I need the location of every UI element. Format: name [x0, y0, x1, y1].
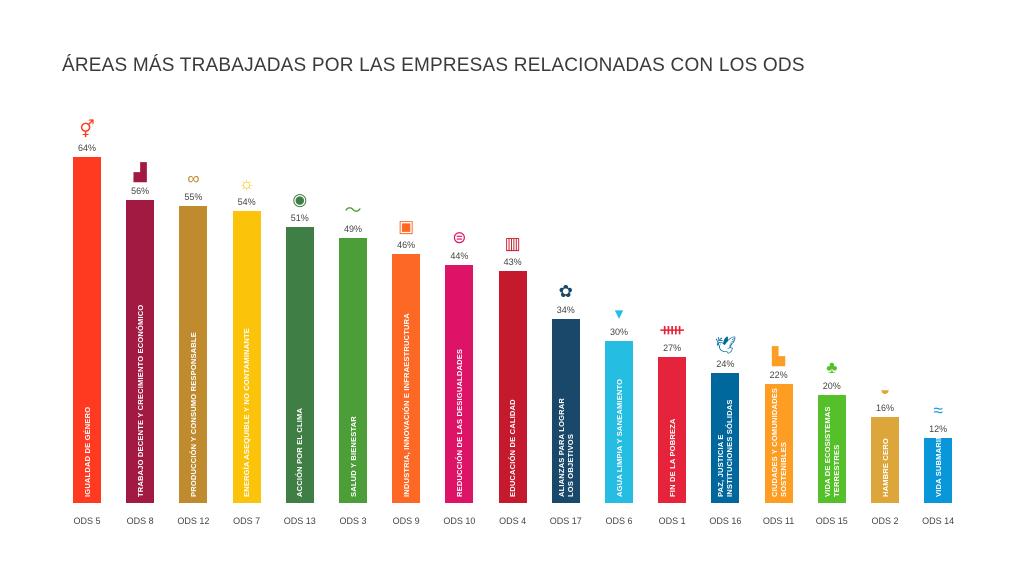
value-label: 64%: [77, 143, 96, 153]
category-label: ODS 1: [658, 516, 686, 526]
eye-globe-icon: ◉: [292, 190, 308, 210]
value-label: 27%: [663, 343, 682, 354]
category-label: ODS 12: [177, 516, 210, 526]
value-label: 49%: [343, 224, 362, 235]
category-label: ODS 13: [283, 516, 316, 526]
bar: ACCIÓN POR EL CLIMA: [285, 227, 314, 503]
bar: IGUALDAD DE GÉNERO: [73, 157, 101, 503]
bar: INDUSTRIA, INNOVACIÓN E INFRAESTRUCTURA: [392, 254, 421, 503]
tree-icon: ♣: [826, 357, 838, 377]
sun-icon: ☼: [238, 174, 255, 194]
value-label: 30%: [609, 326, 628, 337]
bar-label: REDUCCIÓN DE LAS DESIGUALDADES: [454, 348, 464, 497]
value-label: 16%: [875, 402, 894, 413]
growth-chart-icon: ▟: [133, 163, 147, 183]
value-label: 54%: [237, 197, 256, 208]
category-label: ODS 7: [233, 516, 261, 526]
flower-rings-icon: ✿: [558, 282, 573, 302]
water-drop-icon: ▾: [614, 303, 624, 323]
category-label: ODS 17: [549, 516, 582, 526]
bar-label: EDUCACIÓN DE CALIDAD: [508, 399, 518, 497]
value-label: 44%: [450, 251, 469, 262]
chart-title: ÁREAS MÁS TRABAJADAS POR LAS EMPRESAS RE…: [62, 55, 805, 76]
bar-label: FIN DE LA POBREZA: [667, 418, 677, 497]
category-label: ODS 10: [443, 516, 476, 526]
bar: VIDA DE ECOSISTEMAS TERRESTRES: [817, 394, 846, 503]
value-label: 55%: [184, 191, 203, 202]
bar-label: ALIANZAS PARA LOGRAR LOS OBJETIVOS: [556, 398, 575, 497]
bar: EDUCACIÓN DE CALIDAD: [498, 270, 527, 503]
value-label: 51%: [290, 213, 309, 224]
category-label: ODS 16: [709, 516, 742, 526]
bar: CIUDADES Y COMUNIDADES SOSTENIBLES: [764, 384, 793, 503]
bar-label: PAZ, JUSTICIA E INSTITUCIONES SÓLIDAS: [716, 399, 735, 497]
category-label: ODS 9: [392, 516, 420, 526]
bar-label: SALUD Y BIENESTAR: [348, 416, 358, 497]
bar: SALUD Y BIENESTAR: [339, 238, 367, 503]
category-label: ODS 2: [871, 516, 899, 526]
bar-label: ENERGÍA ASEQUIBLE Y NO CONTAMINANTE: [242, 328, 252, 497]
value-label: 46%: [397, 240, 416, 251]
city-icon: ▙: [772, 347, 786, 367]
bar: ENERGÍA ASEQUIBLE Y NO CONTAMINANTE: [232, 211, 261, 503]
bar: ALIANZAS PARA LOGRAR LOS OBJETIVOS: [551, 319, 580, 503]
category-label: ODS 5: [73, 516, 101, 526]
gender-equality-icon: ⚥: [79, 120, 95, 139]
bar-label: ACCIÓN POR EL CLIMA: [295, 407, 305, 497]
bar: PRODUCCIÓN Y CONSUMO RESPONSABLE: [179, 205, 208, 503]
bowl-icon: ◒: [879, 379, 891, 399]
cubes-icon: ▣: [398, 217, 415, 237]
bar-label: VIDA DE ECOSISTEMAS TERRESTRES: [822, 406, 841, 497]
bar: HAMBRE CERO: [871, 416, 899, 503]
bar-label: TRABAJO DECENTE Y CRECIMIENTO ECONÓMICO: [135, 304, 145, 497]
bar-label: PRODUCCIÓN Y CONSUMO RESPONSABLE: [188, 332, 198, 497]
value-label: 24%: [716, 359, 735, 370]
value-label: 56%: [131, 186, 150, 197]
bar: PAZ, JUSTICIA E INSTITUCIONES SÓLIDAS: [711, 373, 740, 503]
heartbeat-icon: 〜: [344, 201, 362, 221]
category-label: ODS 14: [922, 516, 955, 526]
dove-gavel-icon: 🕊: [714, 336, 737, 356]
bar-label: INDUSTRIA, INNOVACIÓN E INFRAESTRUCTURA: [401, 313, 411, 497]
fish-icon: ≈: [933, 401, 943, 421]
value-label: 43%: [503, 256, 522, 267]
value-label: 20%: [822, 380, 841, 391]
category-label: ODS 4: [499, 516, 527, 526]
bar: AGUA LIMPIA Y SANEAMIENTO: [605, 340, 633, 503]
category-label: ODS 11: [762, 516, 795, 526]
category-label: ODS 15: [815, 516, 848, 526]
bar: REDUCCIÓN DE LAS DESIGUALDADES: [445, 265, 474, 503]
bar-label: IGUALDAD DE GÉNERO: [82, 406, 92, 497]
bar: TRABAJO DECENTE Y CRECIMIENTO ECONÓMICO: [126, 200, 155, 503]
value-label: 34%: [556, 305, 575, 316]
bar-label: VIDA SUBMARINA: [933, 428, 943, 497]
category-label: ODS 6: [605, 516, 633, 526]
people-icon: ᚔ: [660, 320, 684, 340]
bar-label: AGUA LIMPIA Y SANEAMIENTO: [614, 378, 624, 497]
value-label: 12%: [929, 424, 948, 435]
value-label: 22%: [769, 370, 788, 381]
bar-label: HAMBRE CERO: [880, 438, 890, 497]
infinity-icon: ∞: [187, 168, 200, 188]
book-icon: ▥: [504, 233, 521, 253]
equality-icon: ⊜: [452, 228, 467, 248]
category-label: ODS 8: [126, 516, 154, 526]
bar-label: CIUDADES Y COMUNIDADES SOSTENIBLES: [769, 387, 788, 497]
bar: VIDA SUBMARINA: [924, 429, 953, 503]
bar: FIN DE LA POBREZA: [658, 357, 687, 503]
category-label: ODS 3: [339, 516, 367, 526]
